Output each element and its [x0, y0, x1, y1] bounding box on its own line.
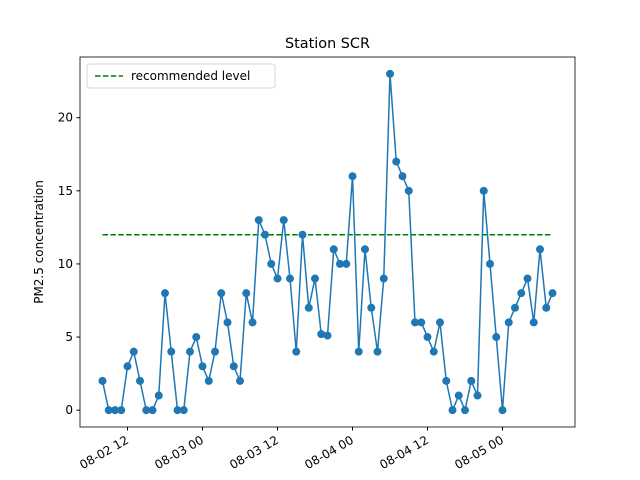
y-tick-label: 0	[65, 403, 73, 417]
data-point	[348, 172, 357, 181]
data-point	[117, 406, 126, 415]
data-point	[273, 274, 282, 283]
x-tick-label: 08-03 00	[152, 433, 206, 472]
data-point	[317, 330, 326, 339]
data-point	[461, 406, 469, 415]
data-point	[142, 406, 151, 415]
x-tick-label: 08-04 00	[302, 433, 356, 472]
data-point	[267, 259, 276, 268]
data-point	[298, 230, 307, 239]
data-point	[211, 347, 219, 356]
data-point	[392, 157, 401, 166]
data-point	[173, 406, 182, 415]
data-point	[454, 391, 463, 400]
y-tick-label: 5	[65, 330, 73, 344]
legend-box	[86, 63, 276, 89]
data-point	[361, 245, 369, 254]
data-point	[423, 333, 432, 342]
data-line	[101, 73, 554, 413]
data-point	[373, 347, 382, 356]
data-point	[186, 347, 194, 356]
data-point	[523, 274, 532, 283]
y-tick-label: 10	[58, 257, 73, 271]
data-point	[204, 376, 213, 385]
data-point	[229, 362, 238, 371]
data-point	[129, 347, 138, 356]
data-point	[286, 274, 294, 283]
data-point	[279, 216, 288, 225]
data-point	[154, 391, 163, 400]
data-point	[242, 289, 251, 298]
data-point	[323, 331, 332, 340]
data-point	[448, 406, 457, 415]
data-point	[379, 274, 388, 283]
data-point	[492, 333, 501, 342]
data-point	[542, 303, 551, 312]
x-tick-label: 08-04 12	[377, 433, 431, 472]
data-point	[111, 406, 119, 415]
data-point	[123, 362, 132, 371]
data-point	[98, 376, 107, 385]
x-tick-label: 08-03 12	[227, 433, 281, 472]
data-point	[342, 259, 351, 268]
data-point	[498, 406, 507, 415]
data-point	[354, 347, 363, 356]
data-point	[136, 376, 144, 385]
y-axis-label: PM2.5 concentration	[32, 180, 46, 304]
chart-title: Station SCR	[285, 36, 370, 52]
data-point	[217, 289, 226, 298]
data-point	[367, 303, 376, 312]
data-point	[398, 172, 407, 181]
data-point	[311, 274, 319, 283]
data-point	[192, 333, 201, 342]
data-point	[261, 230, 269, 239]
data-point	[467, 376, 476, 385]
data-point	[411, 318, 419, 327]
data-point	[536, 245, 544, 254]
data-point	[429, 347, 438, 356]
data-point	[254, 216, 263, 225]
data-point	[223, 318, 232, 327]
data-point	[417, 318, 426, 327]
data-point	[336, 259, 344, 268]
legend-label: recommended level	[131, 69, 250, 83]
data-point	[404, 186, 413, 195]
data-point	[104, 406, 113, 415]
data-point	[304, 303, 313, 312]
data-point	[236, 376, 244, 385]
data-point	[504, 318, 513, 327]
data-point	[386, 69, 394, 78]
data-point	[436, 318, 444, 327]
data-point	[167, 347, 176, 356]
data-point	[517, 289, 526, 298]
data-point	[511, 303, 519, 312]
y-tick-label: 20	[58, 111, 73, 125]
data-point	[486, 259, 494, 268]
y-tick-label: 15	[58, 184, 73, 198]
data-point	[442, 376, 451, 385]
axes-frame	[79, 56, 576, 428]
x-tick-label: 08-05 00	[452, 433, 506, 472]
data-point	[179, 406, 188, 415]
data-point	[292, 347, 301, 356]
data-point	[479, 186, 488, 195]
data-point	[529, 318, 538, 327]
data-point	[548, 289, 557, 298]
data-point	[329, 245, 338, 254]
data-point	[198, 362, 207, 371]
data-point	[148, 406, 157, 415]
data-point	[161, 289, 169, 298]
x-tick-label: 08-02 12	[77, 433, 131, 472]
data-point	[248, 318, 257, 327]
data-point	[473, 391, 482, 400]
